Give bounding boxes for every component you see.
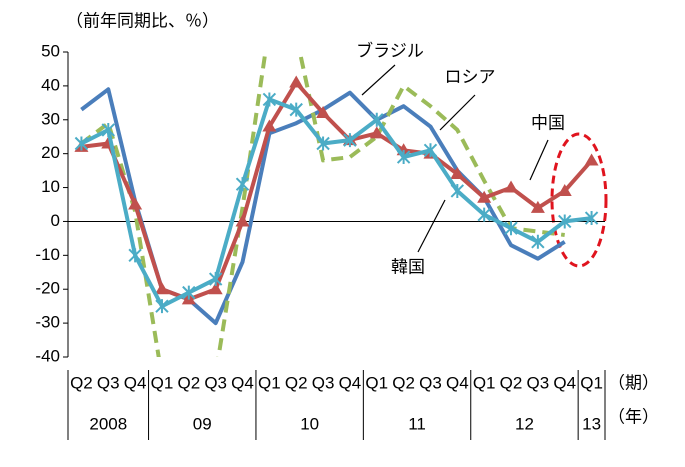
annotation-pointer (529, 139, 549, 181)
marker (74, 136, 89, 151)
annotation-label: ブラジル (356, 40, 424, 60)
x-tick-label: Q1 (258, 373, 281, 392)
marker (558, 214, 572, 229)
marker (584, 153, 599, 166)
y-tick-label: -40 (35, 346, 60, 365)
x-tick-label: Q4 (446, 373, 469, 392)
marker (557, 183, 572, 196)
year-label: 12 (515, 414, 534, 433)
marker (154, 282, 169, 295)
x-tick-label: Q3 (204, 373, 227, 392)
marker (369, 126, 384, 139)
x-tick-label: Q3 (97, 373, 120, 392)
marker (530, 200, 545, 213)
x-tick-label: Q2 (500, 373, 523, 392)
y-axis-label: （前年同期比、％） (66, 11, 219, 30)
marker (101, 122, 115, 137)
marker (262, 92, 277, 107)
year-label: 11 (408, 414, 426, 433)
annotation-label: 中国 (531, 113, 565, 132)
marker (128, 248, 142, 263)
annotation-label: 韓国 (391, 257, 425, 276)
marker (504, 221, 518, 236)
marker (343, 133, 357, 148)
year-label: 2008 (89, 414, 127, 433)
annotation-pointer (361, 64, 396, 96)
marker (370, 112, 384, 127)
highlight-ellipse (550, 132, 608, 268)
x-tick-label: Q4 (339, 373, 362, 392)
marker (584, 211, 599, 226)
marker (208, 272, 223, 287)
marker (289, 102, 303, 117)
marker (182, 285, 196, 300)
y-tick-label: 40 (41, 75, 60, 94)
marker (477, 207, 491, 222)
marker (262, 119, 277, 132)
marker (450, 183, 465, 198)
year-label: 10 (300, 414, 319, 433)
x-tick-label: Q1 (151, 373, 174, 392)
marker (235, 177, 250, 192)
x-tick-label: Q4 (231, 373, 254, 392)
marker (155, 299, 169, 314)
y-tick-label: -10 (35, 245, 60, 264)
x-axis-label-year: （年） (608, 407, 659, 426)
marker (396, 150, 411, 165)
x-tick-label: Q4 (124, 373, 147, 392)
y-tick-label: 20 (41, 143, 60, 162)
marker (316, 106, 331, 118)
y-tick-label: -30 (35, 313, 60, 332)
x-tick-label: Q1 (580, 373, 603, 392)
marker (450, 167, 465, 179)
marker (504, 180, 519, 193)
annotation-pointer (417, 199, 446, 253)
y-tick-label: 10 (41, 177, 60, 196)
series-line (80, 97, 592, 309)
x-tick-label: Q2 (285, 373, 308, 392)
x-tick-label: Q2 (177, 373, 200, 392)
y-tick-label: 50 (41, 41, 60, 60)
marker (423, 143, 438, 158)
y-tick-label: 0 (51, 211, 60, 230)
marker (531, 234, 545, 249)
marker (208, 282, 223, 295)
y-tick-label: 30 (41, 109, 60, 128)
annotation-pointer (439, 94, 476, 131)
marker (316, 136, 330, 151)
x-tick-label: Q3 (312, 373, 335, 392)
y-tick-label: -20 (35, 279, 60, 298)
x-axis-label-quarter: （期） (608, 373, 659, 392)
year-label: 13 (582, 414, 601, 433)
x-tick-label: Q1 (473, 373, 496, 392)
marker (128, 197, 143, 210)
year-label: 09 (193, 414, 212, 433)
annotation-label: ロシア (445, 67, 496, 86)
x-tick-label: Q4 (553, 373, 576, 392)
marker (235, 214, 250, 227)
plot-area (74, 52, 599, 357)
series-line (80, 52, 565, 357)
x-tick-label: Q2 (70, 373, 93, 392)
marker (477, 190, 492, 203)
x-tick-label: Q3 (527, 373, 550, 392)
x-tick-label: Q2 (392, 373, 415, 392)
x-tick-label: Q1 (365, 373, 388, 392)
x-tick-label: Q3 (419, 373, 442, 392)
marker (289, 75, 304, 88)
